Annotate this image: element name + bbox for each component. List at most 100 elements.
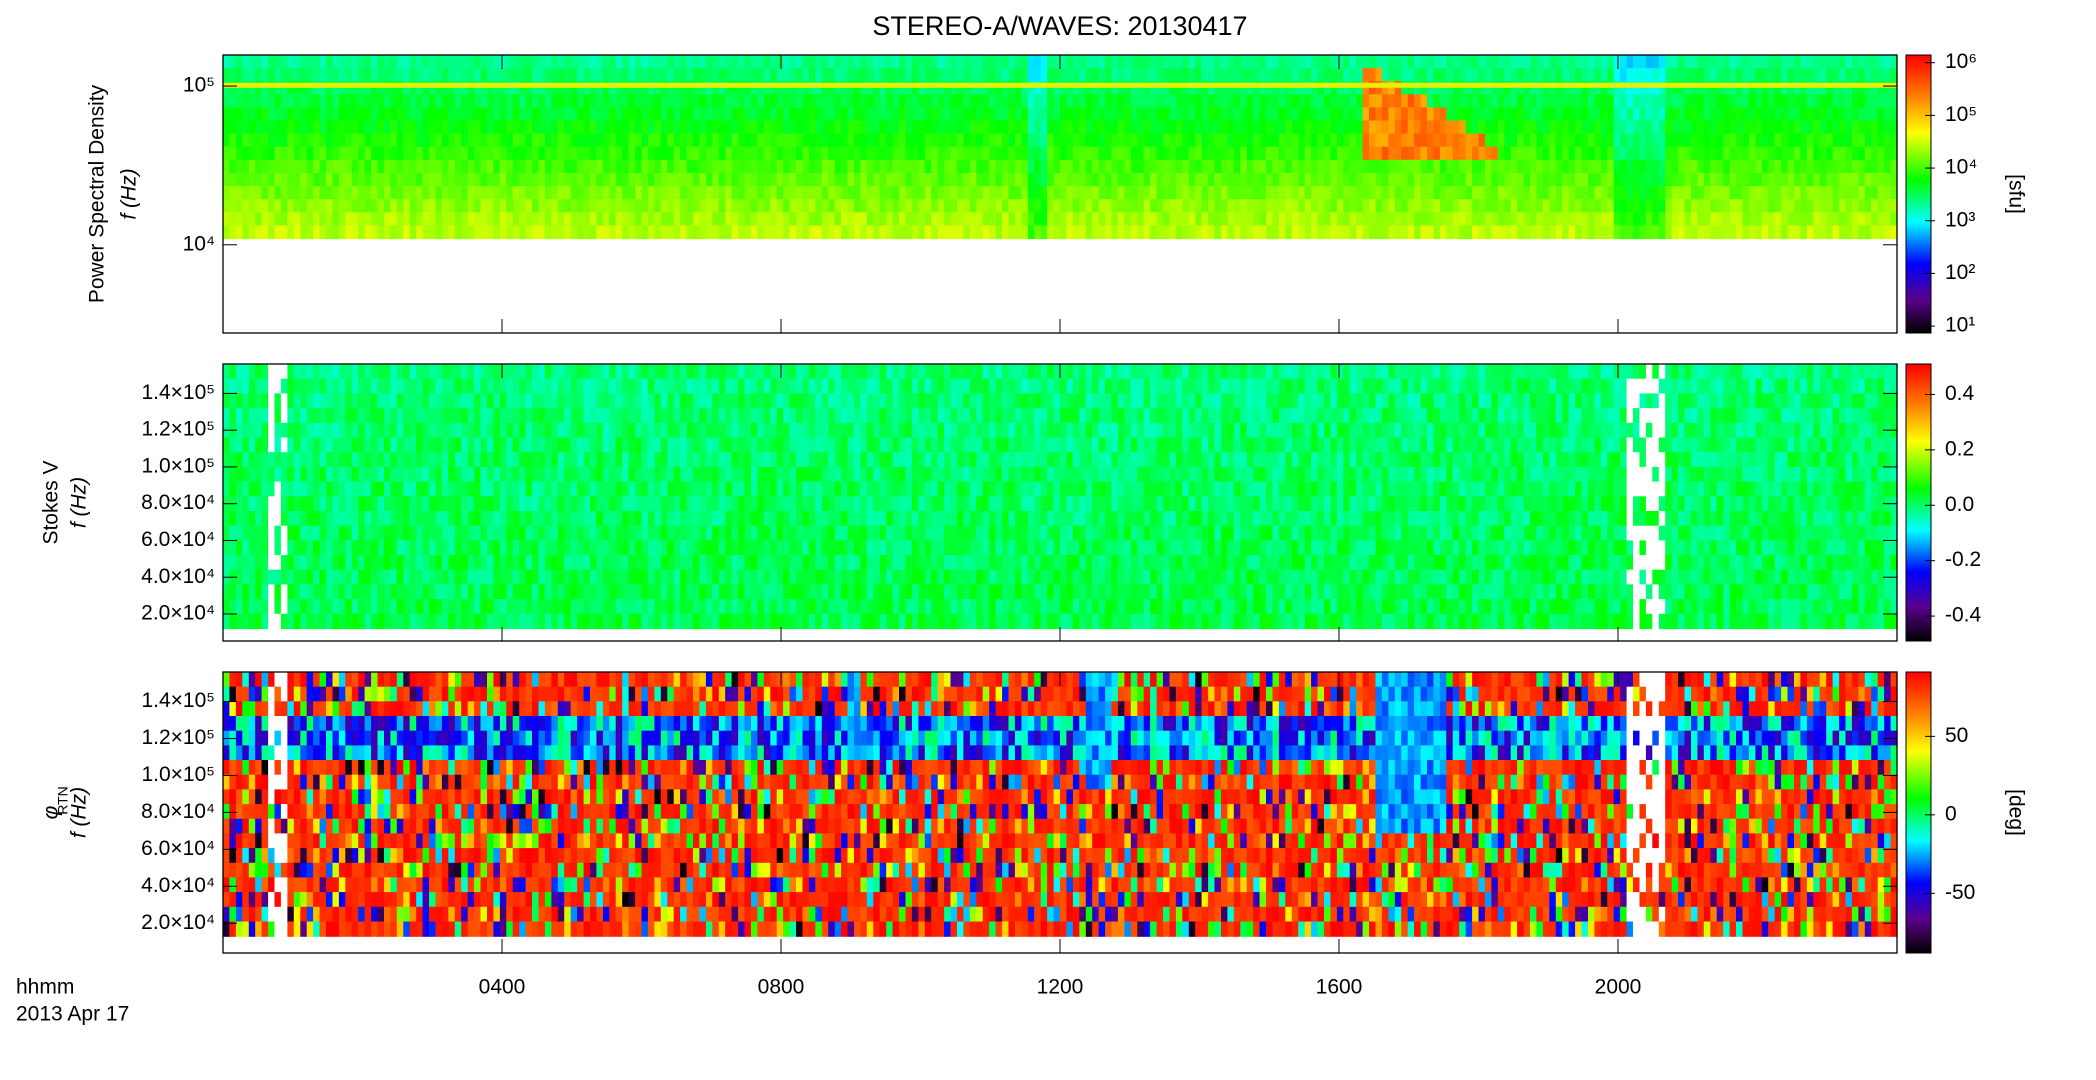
spectrogram-cell	[499, 225, 507, 240]
spectrogram-cell	[705, 55, 713, 69]
spectrogram-cell	[660, 584, 668, 600]
spectrogram-cell	[242, 212, 250, 226]
spectrogram-cell	[422, 68, 430, 82]
spectrogram-cell	[506, 120, 514, 135]
spectrogram-cell	[1053, 133, 1061, 148]
spectrogram-cell	[261, 393, 269, 409]
spectrogram-cell	[441, 481, 449, 497]
spectrogram-cell	[332, 107, 340, 122]
spectrogram-cell	[1343, 81, 1351, 95]
spectrogram-cell	[519, 496, 527, 512]
spectrogram-cell	[1362, 133, 1370, 148]
spectrogram-cell	[1060, 212, 1067, 226]
spectrogram-cell	[1014, 107, 1022, 122]
spectrogram-cell	[1008, 107, 1016, 122]
spectrogram-cell	[1671, 199, 1679, 213]
spectrogram-cell	[615, 525, 623, 541]
spectrogram-cell	[1060, 55, 1067, 69]
spectrogram-cell	[557, 133, 565, 148]
spectrogram-cell	[345, 408, 353, 424]
spectrogram-cell	[693, 393, 700, 409]
spectrogram-cell	[229, 133, 237, 148]
spectrogram-cell	[570, 584, 578, 600]
spectrogram-cell	[699, 186, 707, 200]
spectrogram-cell	[789, 94, 797, 108]
spectrogram-cell	[654, 408, 662, 424]
spectrogram-cell	[242, 599, 250, 615]
colorbar-tick-label: 10⁴	[1945, 156, 1977, 179]
spectrogram-cell	[667, 466, 675, 483]
spectrogram-cell	[409, 466, 417, 483]
spectrogram-cell	[384, 212, 391, 226]
spectrogram-cell	[551, 173, 559, 187]
spectrogram-cell	[1240, 68, 1248, 82]
spectrogram-cell	[1169, 212, 1177, 226]
spectrogram-cell	[435, 55, 443, 69]
spectrogram-cell	[1150, 159, 1158, 174]
spectrogram-cell	[435, 481, 443, 497]
spectrogram-cell	[358, 120, 366, 135]
spectrogram-cell	[892, 55, 900, 69]
spectrogram-cell	[338, 159, 346, 174]
spectrogram-cell	[422, 408, 430, 424]
spectrogram-cell	[454, 94, 462, 108]
spectrogram-cell	[403, 525, 411, 541]
spectrogram-cell	[1137, 133, 1145, 148]
spectrogram-cell	[841, 94, 849, 108]
spectrogram-cell	[467, 540, 475, 556]
spectrogram-cell	[371, 225, 379, 240]
spectrogram-cell	[1549, 199, 1557, 213]
spectrogram-cell	[287, 525, 295, 541]
spectrogram-cell	[268, 437, 276, 453]
spectrogram-cell	[570, 511, 578, 527]
spectrogram-cell	[1620, 55, 1628, 69]
spectrogram-cell	[1562, 173, 1570, 187]
spectrogram-cell	[313, 94, 321, 108]
spectrogram-cell	[1549, 81, 1557, 95]
spectrogram-cell	[480, 584, 488, 600]
spectrogram-cell	[429, 584, 436, 600]
spectrogram-cell	[557, 146, 565, 161]
spectrogram-cell	[364, 133, 372, 148]
spectrogram-cell	[557, 481, 565, 497]
spectrogram-cell	[532, 422, 539, 439]
spectrogram-cell	[280, 584, 288, 600]
spectrogram-cell	[242, 378, 250, 394]
spectrogram-cell	[1085, 146, 1093, 161]
spectrogram-cell	[828, 68, 836, 82]
spectrogram-cell	[229, 81, 237, 95]
spectrogram-cell	[1832, 94, 1840, 108]
spectrogram-cell	[577, 68, 585, 82]
spectrogram-cell	[1813, 81, 1821, 95]
spectrogram-cell	[570, 173, 578, 187]
spectrogram-cell	[384, 599, 391, 615]
spectrogram-cell	[544, 452, 552, 468]
spectrogram-cell	[1375, 68, 1383, 82]
spectrogram-cell	[583, 569, 591, 585]
spectrogram-cell	[429, 525, 436, 541]
spectrogram-cell	[371, 81, 379, 95]
spectrogram-cell	[1233, 146, 1241, 161]
spectrogram-cell	[1729, 146, 1737, 161]
spectrogram-cell	[1330, 94, 1338, 108]
spectrogram-cell	[1272, 159, 1280, 174]
spectrogram-cell	[1375, 55, 1383, 69]
spectrogram-cell	[1227, 81, 1235, 95]
spectrogram-cell	[306, 466, 314, 483]
spectrogram-cell	[1774, 68, 1782, 82]
spectrogram-cell	[570, 466, 578, 483]
spectrogram-cell	[583, 393, 591, 409]
spectrogram-cell	[1439, 186, 1447, 200]
spectrogram-cell	[377, 199, 385, 213]
spectrogram-cell	[602, 481, 610, 497]
spectrogram-cell	[461, 173, 469, 187]
spectrogram-cell	[287, 146, 295, 161]
spectrogram-cell	[293, 212, 301, 226]
spectrogram-cell	[242, 525, 250, 541]
spectrogram-cell	[435, 94, 443, 108]
spectrogram-cell	[1072, 81, 1080, 95]
spectrogram-cell	[1169, 173, 1177, 187]
spectrogram-cell	[564, 159, 572, 174]
spectrogram-cell	[866, 133, 874, 148]
spectrogram-cell	[235, 81, 243, 95]
